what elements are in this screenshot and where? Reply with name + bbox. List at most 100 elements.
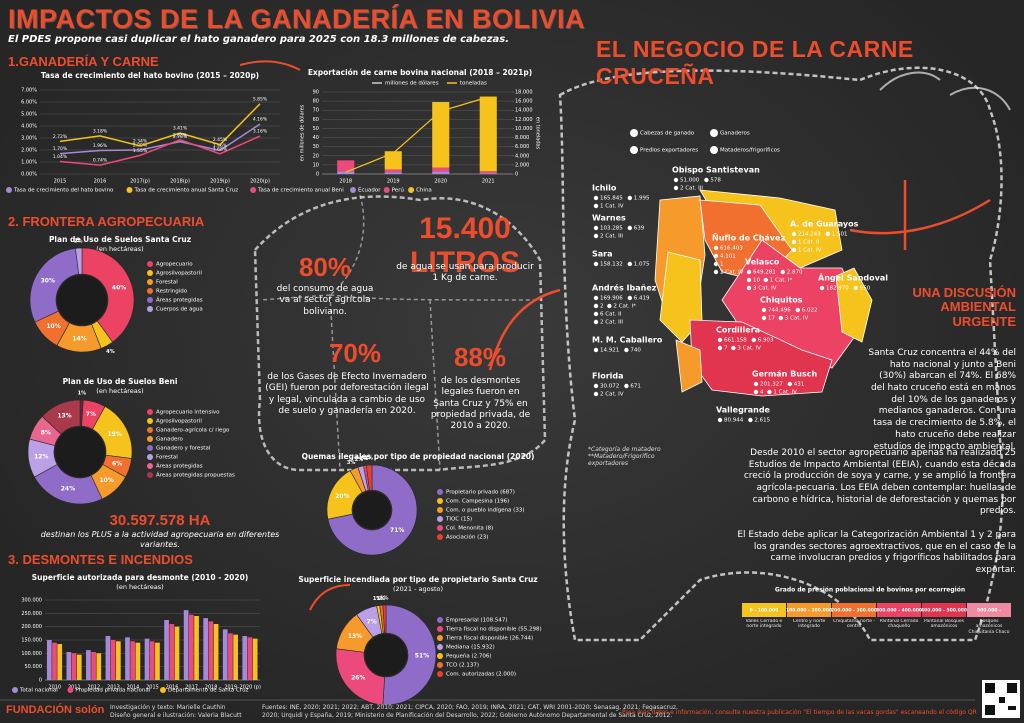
bar-segment xyxy=(337,171,355,174)
donut-segment xyxy=(29,248,80,323)
arrow xyxy=(488,288,561,371)
province-value: 2 xyxy=(600,304,604,310)
bar xyxy=(252,638,258,680)
legend-label: Ecuador xyxy=(358,188,381,194)
qr-block xyxy=(999,697,1005,703)
data-label: 40% xyxy=(112,284,126,291)
legend-label: Forestal xyxy=(156,280,178,286)
section-title: 1.GANADERÍA Y CARNE xyxy=(8,54,159,69)
legend-label: Tasa de crecimiento del hato bovino xyxy=(13,188,114,194)
data-label: 1.96% xyxy=(213,143,228,149)
x-tick-label: 2018 xyxy=(205,685,218,691)
map-legend-label: Ganaderos xyxy=(720,131,750,137)
legend-swatch xyxy=(147,463,153,469)
legend-swatch xyxy=(437,626,443,632)
legend-swatch xyxy=(126,187,133,193)
province-icon xyxy=(853,285,858,291)
legend-label: Áreas protegidas xyxy=(156,297,203,304)
x-tick-label: 2020 (p) xyxy=(240,685,261,691)
cow-outline xyxy=(558,66,1004,642)
province-value: 2 Cat. IV xyxy=(600,392,624,398)
bar-segment xyxy=(479,171,497,174)
data-label: 2.72% xyxy=(53,134,68,140)
legend-swatch xyxy=(437,653,443,659)
province-name: A. de Guarayos xyxy=(790,220,859,229)
arrow xyxy=(309,584,351,611)
province-value: 661.158 xyxy=(724,338,747,344)
x-tick-label: 2014 xyxy=(127,685,140,691)
stat-value: 70% xyxy=(328,338,382,368)
tick-label: 1.00% xyxy=(21,160,37,166)
legend-label: Col. Menonita (8) xyxy=(446,526,493,532)
province-value: 649.281 xyxy=(753,270,776,276)
province-value: 6.419 xyxy=(634,296,650,302)
stat-text: del consumo de agua va al sector agrícol… xyxy=(276,284,374,317)
legend-label: Restringido xyxy=(156,289,188,295)
axis-label: en toneladas xyxy=(535,117,541,150)
province-icon xyxy=(753,389,759,395)
x-tick-label: 2017(p) xyxy=(130,179,150,185)
cow-cuts xyxy=(259,194,541,471)
scale-range: 100.000 - 200.000 xyxy=(786,608,832,614)
province-value: 1 Cat. IV xyxy=(798,248,822,254)
legend-swatch xyxy=(147,297,153,303)
province-name: Vallegrande xyxy=(716,406,771,415)
bar xyxy=(213,624,219,680)
series-line xyxy=(59,135,261,166)
legend-swatch xyxy=(160,687,166,693)
donut-segment xyxy=(41,399,81,435)
legend-swatch xyxy=(67,687,74,693)
scale-range: 0 - 100.000 xyxy=(750,608,779,614)
sources: Fuentes: INE, 2020; 2021; 2022; ABT, 201… xyxy=(262,704,678,711)
province-value: 80.944 xyxy=(724,418,744,424)
scale-title: Grado de presión poblacional de bovinos … xyxy=(775,587,965,594)
province-value: 578 xyxy=(710,178,721,184)
province-icon xyxy=(593,319,599,325)
series-line xyxy=(59,103,261,147)
data-label: 4% xyxy=(106,349,115,355)
data-label: 1% xyxy=(78,391,87,397)
tick-label: 2.00% xyxy=(21,148,37,154)
qr-code xyxy=(982,680,1020,718)
donut-segment xyxy=(81,247,135,343)
scale-region: Pantanal Bosques amazónicos xyxy=(924,619,964,630)
legend-swatch xyxy=(147,454,153,460)
tick-label: 6.000 xyxy=(515,144,529,150)
legend-icon xyxy=(710,146,718,154)
x-tick-label: 2021 xyxy=(482,179,495,185)
province-value: 103.285 xyxy=(600,226,623,232)
x-tick-label: 2019 xyxy=(387,179,400,185)
tick-label: 7.00% xyxy=(21,88,37,94)
scale-region-box: Valles Cerrado e norte integrado xyxy=(746,619,783,629)
legend-label: TIOC (15) xyxy=(445,517,472,523)
series-line xyxy=(345,96,489,173)
data-label: 1% xyxy=(373,596,382,602)
province-value: 1.501 xyxy=(832,232,848,238)
paragraph: Santa Cruz concentra el 44% del hato nac… xyxy=(868,348,1016,452)
bar xyxy=(174,626,180,680)
province-value: 1 Cat. IV xyxy=(773,390,797,396)
legend-swatch xyxy=(147,288,153,294)
legend-label: Agropecuario intensivo xyxy=(156,410,220,416)
tick-label: 90 xyxy=(313,90,319,96)
data-label: 1.55% xyxy=(133,148,148,154)
donut-hole xyxy=(57,275,107,325)
cow-halter xyxy=(849,180,991,250)
scale-region: Bosques amazónicos Chiquitanía Chaco xyxy=(968,619,1010,635)
tick-label: 40 xyxy=(313,135,319,141)
province-value: 744.496 xyxy=(768,308,791,314)
bar-segment xyxy=(384,172,402,174)
legend-icon xyxy=(630,146,638,154)
legend-swatch xyxy=(147,427,153,433)
bar xyxy=(242,636,248,680)
page-title: IMPACTOS DE LA GANADERÍA EN BOLIVIA xyxy=(8,4,586,34)
province-value: 639 xyxy=(634,226,645,232)
legend-label: Pequeña (2.706) xyxy=(446,654,492,660)
donut-segment xyxy=(327,464,418,556)
legend-label: Ganadero-agrícola c/ riego xyxy=(156,427,230,434)
province-name: Andrés Ibañez xyxy=(592,283,657,293)
legend-swatch xyxy=(437,525,443,531)
data-label: 1.04% xyxy=(53,154,68,160)
province-value: 1.075 xyxy=(634,262,650,268)
x-tick-label: 2012 xyxy=(87,685,100,691)
